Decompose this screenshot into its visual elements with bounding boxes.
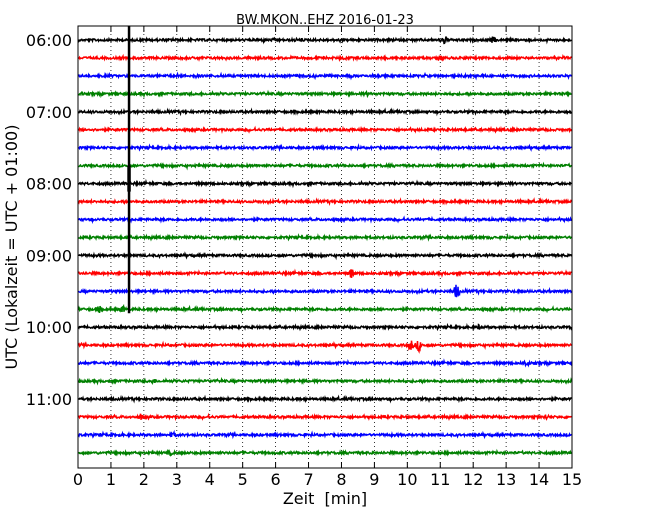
seismogram-trace	[78, 71, 573, 81]
y-axis-ticks: 06:00 07:00 08:00 09:00 10:00 11:00	[26, 31, 84, 409]
y-axis-label: UTC (Lokalzeit = UTC + 01:00)	[2, 125, 21, 370]
grid-lines	[110, 26, 540, 468]
x-tick-label: 11	[430, 470, 450, 489]
y-tick-label: 10:00	[26, 318, 72, 337]
seismogram-trace	[77, 284, 573, 298]
y-tick-label: 06:00	[26, 31, 72, 50]
plot-frame	[77, 25, 573, 469]
seismogram-trace	[77, 197, 573, 207]
seismogram-trace	[77, 178, 572, 189]
chart-title: BW.MKON..EHZ 2016-01-23	[236, 13, 414, 28]
seismogram-trace	[77, 412, 572, 422]
x-tick-label: 8	[336, 470, 346, 489]
x-tick-label: 0	[73, 470, 83, 489]
seismogram-trace	[77, 429, 573, 440]
seismogram-trace	[78, 143, 572, 153]
seismogram-trace	[78, 161, 572, 171]
seismogram-trace	[77, 448, 573, 458]
x-tick-label: 10	[397, 470, 417, 489]
y-tick-label: 11:00	[26, 390, 72, 409]
seismogram-trace	[77, 89, 572, 99]
y-tick-label: 08:00	[26, 175, 72, 194]
seismogram-trace	[78, 125, 573, 135]
x-tick-label: 15	[562, 470, 582, 489]
x-tick-label: 6	[271, 470, 281, 489]
x-tick-label: 4	[205, 470, 215, 489]
y-tick-label: 07:00	[26, 103, 72, 122]
seismogram-trace	[77, 303, 573, 314]
seismogram-traces	[77, 35, 573, 458]
seismogram-trace	[77, 215, 572, 225]
seismogram-trace	[77, 322, 573, 332]
seismogram-trace	[77, 268, 573, 278]
x-axis-label: Zeit [min]	[283, 489, 367, 508]
y-tick-label: 09:00	[26, 246, 72, 265]
x-tick-label: 12	[463, 470, 483, 489]
x-tick-label: 3	[172, 470, 182, 489]
x-tick-label: 5	[238, 470, 248, 489]
x-tick-label: 1	[106, 470, 116, 489]
seismogram-trace	[77, 340, 572, 354]
seismogram-trace	[77, 358, 573, 368]
x-tick-label: 14	[529, 470, 549, 489]
seismogram-trace	[77, 35, 572, 45]
x-tick-label: 9	[369, 470, 379, 489]
seismogram-trace	[78, 394, 572, 404]
seismogram-trace	[77, 53, 573, 62]
seismogram-trace	[78, 251, 573, 261]
x-axis-ticks: 0 1 2 3 4 5 6 7 8 9 10 11 12 13 14 15	[73, 26, 582, 489]
seismogram-trace	[77, 376, 573, 386]
x-tick-label: 13	[496, 470, 516, 489]
x-tick-label: 2	[139, 470, 149, 489]
seismogram-trace	[78, 232, 572, 242]
seismogram-trace	[78, 107, 573, 117]
x-tick-label: 7	[303, 470, 313, 489]
